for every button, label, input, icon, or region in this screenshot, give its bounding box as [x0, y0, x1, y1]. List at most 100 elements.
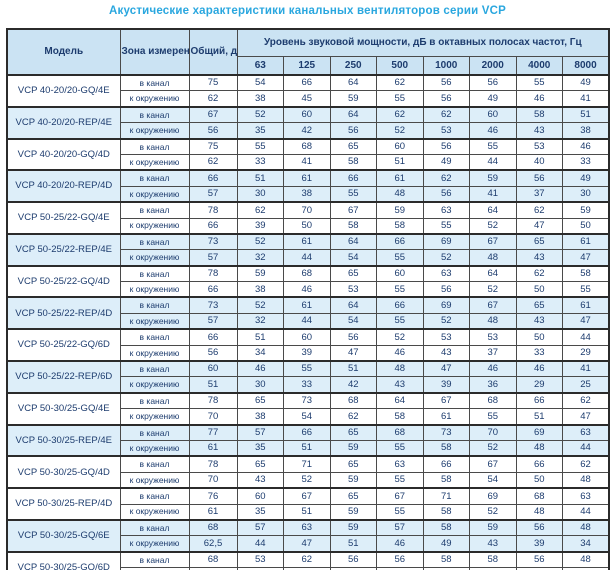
octave-value: 39 [422, 376, 470, 394]
octave-value: 39 [515, 535, 563, 553]
total-dba-value: 66 [188, 217, 238, 235]
octave-value: 46 [562, 138, 610, 155]
zone-label-duct: в канал [119, 265, 190, 283]
zone-label-ambient: к окружению [119, 185, 190, 203]
zone-label-ambient: к окружению [119, 122, 190, 140]
octave-value: 33 [515, 344, 563, 362]
octave-value: 51 [329, 360, 377, 378]
octave-value: 51 [329, 535, 377, 553]
octave-value: 47 [562, 312, 610, 330]
octave-value: 52 [236, 233, 284, 251]
octave-value: 43 [422, 344, 470, 362]
table-row: VCP 50-30/25-REP/4D в канал 76 60 67 65 67 71 69… [6, 487, 610, 521]
octave-value: 51 [515, 408, 563, 426]
octave-value: 50 [283, 217, 331, 235]
octave-value: 66 [376, 296, 424, 314]
octave-value: 53 [469, 328, 517, 346]
octave-value: 36 [562, 567, 610, 570]
total-dba-value: 68 [188, 551, 238, 569]
model-group: VCP 40-20/20-GQ/4E в канал 75 54 66 64 62 56 56 5… [6, 74, 610, 108]
zone-label-ambient: к окружению [119, 471, 190, 489]
model-name: VCP 50-25/22-GQ/4D [6, 265, 121, 298]
octave-value: 64 [329, 233, 377, 251]
octave-value: 49 [562, 169, 610, 187]
octave-value: 55 [329, 185, 377, 203]
acoustic-characteristics-table: Модель Зона измерения Общий, дБА Уровень… [6, 28, 611, 570]
table-row: VCP 40-20/20-GQ/4E в канал 75 54 66 64 62 56 56 5… [6, 74, 610, 108]
frequency-header-250: 250 [329, 56, 377, 76]
octave-value: 66 [422, 455, 470, 473]
table-row: VCP 40-20/20-REP/4D в канал 66 51 61 66 61 62 59… [6, 169, 610, 203]
zone-label-duct: в канал [119, 296, 190, 314]
page-title: Акустические характеристики канальных ве… [108, 5, 507, 17]
octave-value: 64 [469, 201, 517, 219]
octave-value: 30 [236, 185, 284, 203]
octave-value: 46 [469, 360, 517, 378]
total-dba-value: 57 [188, 185, 238, 203]
table-row: VCP 40-20/20-REP/4E в канал 67 52 60 64 62 62 60… [6, 106, 610, 140]
model-name: VCP 50-25/22-REP/4D [6, 296, 121, 330]
table-row: VCP 50-30/25-GQ/6D в канал 68 53 62 56 56 58 58 5… [6, 551, 610, 570]
octave-value: 46 [283, 281, 331, 298]
octave-value: 48 [376, 360, 424, 378]
octave-value: 43 [515, 249, 563, 267]
octave-value: 68 [283, 138, 331, 155]
model-name: VCP 50-25/22-REP/4E [6, 233, 121, 267]
octave-value: 30 [562, 185, 610, 203]
octave-value: 38 [236, 281, 284, 298]
octave-value: 61 [562, 233, 610, 251]
total-dba-value: 78 [188, 265, 238, 283]
total-dba-value: 76 [188, 487, 238, 505]
table-row: к окружению 70 43 52 59 55 58 54 50 48 [7, 471, 610, 489]
octave-value: 61 [376, 169, 424, 187]
octave-value: 67 [422, 392, 470, 410]
octave-value: 71 [283, 455, 331, 473]
octave-value: 29 [515, 376, 563, 394]
octave-value: 67 [376, 487, 424, 505]
table-row: к окружению 51 30 33 42 43 39 36 29 25 [7, 376, 610, 394]
total-dba-value: 62 [188, 153, 238, 171]
total-dba-value: 68 [188, 519, 238, 537]
octave-value: 69 [515, 424, 563, 441]
octave-value: 70 [283, 201, 331, 219]
model-name: VCP 50-25/22-GQ/6D [6, 328, 121, 362]
octave-value: 41 [469, 185, 517, 203]
octave-value: 50 [515, 328, 563, 346]
table-row: VCP 40-20/20-GQ/4D в канал 75 55 68 65 60 56 55 5… [6, 138, 610, 171]
octave-value: 49 [422, 535, 470, 553]
octave-value: 68 [376, 424, 424, 441]
model-name: VCP 40-20/20-REP/4E [6, 106, 121, 140]
octave-value: 48 [515, 503, 563, 521]
octave-value: 53 [236, 551, 284, 569]
total-dba-value: 56 [188, 344, 238, 362]
total-dba-value: 75 [188, 138, 238, 155]
octave-value: 40 [515, 153, 563, 171]
octave-value: 55 [376, 90, 424, 108]
octave-value: 65 [329, 265, 377, 283]
zone-label-duct: в канал [119, 328, 190, 346]
octave-value: 56 [515, 169, 563, 187]
octave-value: 47 [283, 535, 331, 553]
octave-value: 48 [515, 439, 563, 457]
octave-value: 53 [422, 328, 470, 346]
octave-value: 39 [236, 217, 284, 235]
octave-value: 52 [422, 312, 470, 330]
frequency-header-1000: 1000 [422, 56, 470, 76]
frequency-header-4000: 4000 [515, 56, 563, 76]
octave-value: 52 [283, 471, 331, 489]
model-group: VCP 50-25/22-GQ/4D в канал 78 59 68 65 60 63 64 6… [6, 265, 610, 298]
table-row: VCP 50-30/25-GQ/4D в канал 78 65 71 65 63 66 67 6… [6, 455, 610, 489]
octave-value: 63 [422, 201, 470, 219]
octave-value: 44 [562, 503, 610, 521]
octave-value: 46 [236, 360, 284, 378]
octave-value: 54 [329, 312, 377, 330]
octave-value: 66 [283, 74, 331, 92]
frequency-header-63: 63 [236, 56, 284, 76]
total-dba-value: 61 [188, 439, 238, 457]
model-group: VCP 50-25/22-GQ/6D в канал 66 51 60 56 52 53 53 5… [6, 328, 610, 362]
octave-value: 55 [376, 503, 424, 521]
octave-value: 30 [236, 376, 284, 394]
zone-label-ambient: к окружению [119, 344, 190, 362]
model-name: VCP 40-20/20-GQ/4E [6, 74, 121, 108]
octave-value: 45 [283, 90, 331, 108]
